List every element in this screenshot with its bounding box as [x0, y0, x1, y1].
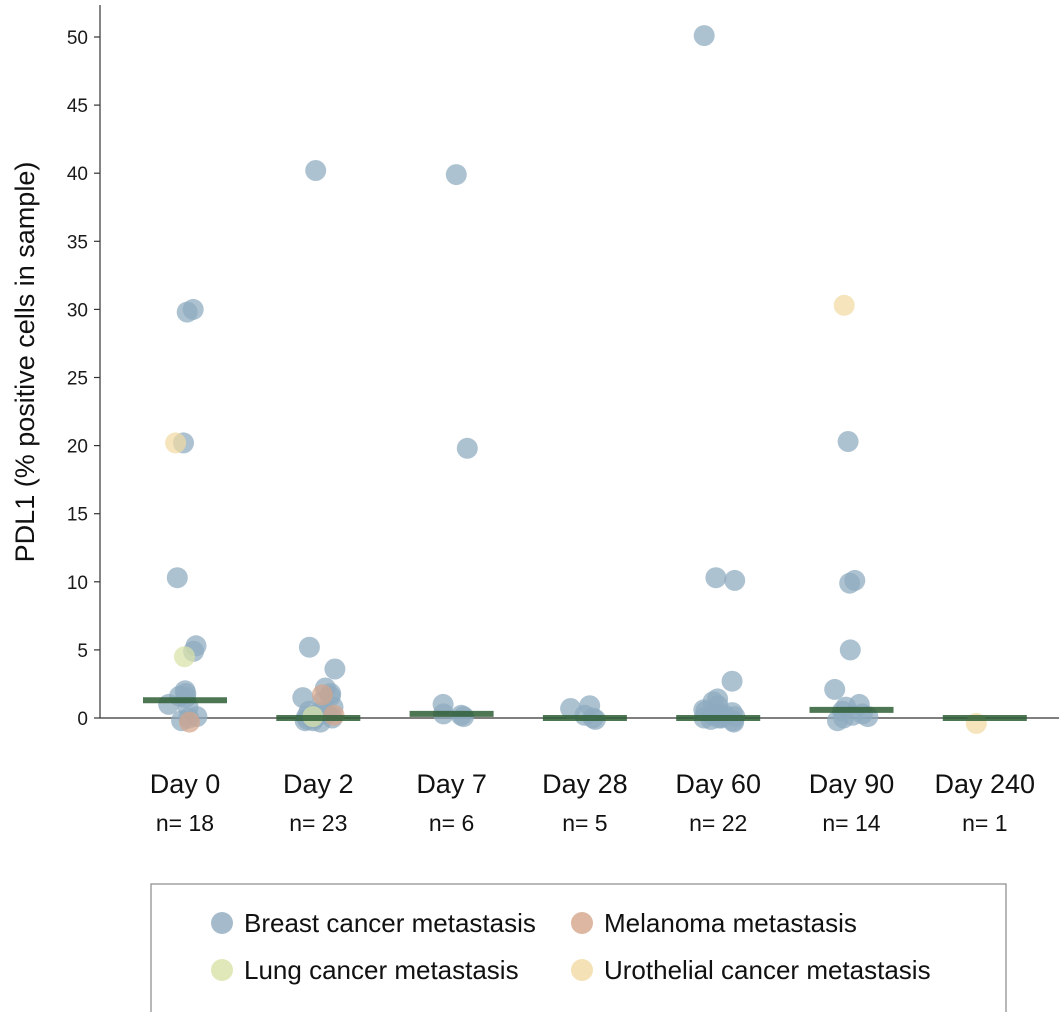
y-tick-label: 30	[67, 300, 88, 321]
data-point	[179, 711, 200, 733]
x-tick-label: Day 0	[150, 769, 221, 799]
y-tick-label: 20	[67, 437, 88, 458]
legend-swatch	[211, 959, 233, 981]
data-point	[176, 301, 198, 323]
sample-size-label: n= 1	[962, 810, 1007, 836]
legend: Breast cancer metastasis Melanoma metasta…	[150, 883, 1007, 1012]
legend-swatch	[571, 912, 593, 934]
data-point	[166, 567, 188, 589]
legend-label: Urothelial cancer metastasis	[604, 955, 931, 985]
x-tick-label: Day 60	[675, 769, 761, 799]
y-tick-label: 45	[67, 96, 88, 117]
y-ticks: 0 5 10 15 20 25 30 35 40 45 50	[67, 28, 100, 730]
data-point	[839, 639, 861, 661]
x-tick-label: Day 2	[283, 769, 354, 799]
x-tick-label: Day 90	[809, 769, 895, 799]
legend-swatch	[571, 959, 593, 981]
data-point	[839, 572, 861, 594]
category-labels: Day 0 n= 18 Day 2 n= 23 Day 7 n= 6 Day 28 n= 5 D…	[150, 769, 1035, 836]
data-point	[298, 636, 320, 658]
data-point	[169, 685, 191, 707]
sample-size-label: n= 6	[429, 810, 474, 836]
sample-size-label: n= 14	[822, 810, 880, 836]
data-point	[445, 164, 467, 186]
y-tick-label: 40	[67, 164, 88, 185]
sample-size-label: n= 22	[689, 810, 747, 836]
y-axis-label: PDL1 (% positive cells in sample)	[10, 162, 40, 563]
data-point	[708, 703, 730, 725]
sample-size-label: n= 23	[289, 810, 347, 836]
data-point	[724, 569, 746, 591]
data-point	[311, 684, 333, 706]
data-point	[837, 431, 859, 452]
x-tick-label: Day 7	[416, 769, 487, 799]
sample-size-label: n= 5	[562, 810, 607, 836]
x-tick-label: Day 240	[935, 769, 1036, 799]
data-point	[456, 437, 478, 459]
data-point	[824, 678, 846, 700]
data-point	[165, 432, 187, 454]
sample-size-label: n= 18	[156, 810, 214, 836]
data-points	[158, 25, 987, 734]
y-tick-label: 25	[67, 369, 88, 390]
data-point	[174, 646, 195, 668]
data-point	[721, 670, 743, 692]
data-point	[833, 294, 855, 316]
legend-label: Melanoma metastasis	[604, 908, 857, 938]
y-tick-label: 5	[77, 641, 88, 662]
axes: 0 5 10 15 20 25 30 35 40 45 50	[67, 5, 1059, 730]
y-tick-label: 10	[67, 573, 88, 594]
x-tick-label: Day 28	[542, 769, 628, 799]
y-tick-label: 15	[67, 505, 88, 526]
data-point	[305, 160, 327, 181]
y-tick-label: 35	[67, 232, 88, 253]
legend-swatch	[211, 912, 233, 934]
data-point	[693, 25, 715, 47]
legend-box	[150, 883, 1007, 1012]
legend-items: Breast cancer metastasis Melanoma metasta…	[211, 908, 931, 985]
y-tick-label: 50	[67, 28, 88, 49]
legend-label: Lung cancer metastasis	[244, 955, 519, 985]
data-point	[705, 567, 727, 589]
legend-label: Breast cancer metastasis	[244, 908, 536, 938]
median-bars	[143, 697, 1027, 721]
data-point	[324, 658, 346, 680]
y-tick-label: 0	[77, 709, 88, 730]
